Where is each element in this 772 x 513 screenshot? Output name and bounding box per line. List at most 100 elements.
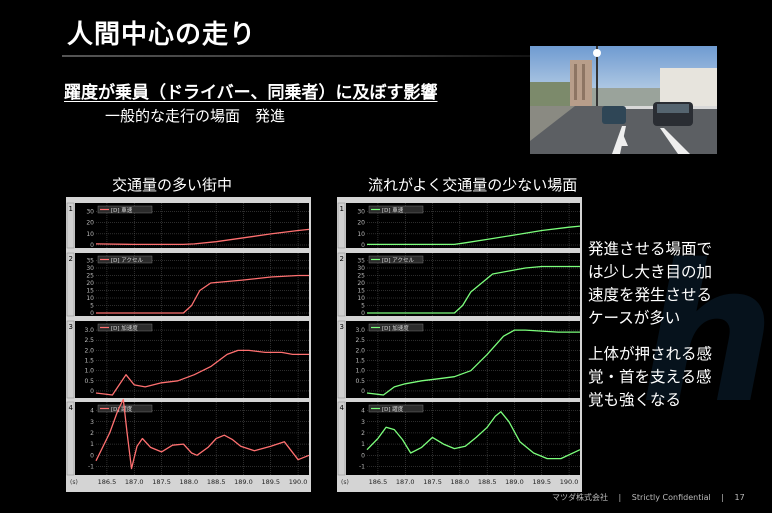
y-tick-label: 35: [86, 258, 94, 265]
x-tick-label: 187.5: [152, 478, 171, 486]
y-tick-label: 0: [361, 452, 365, 459]
legend-box: [368, 323, 424, 332]
y-tick-label: 15: [86, 288, 94, 295]
y-tick-label: 3.0: [84, 327, 94, 334]
footer-company: マツダ株式会社: [552, 493, 608, 502]
y-tick-label: 2: [90, 430, 94, 437]
y-tick-label: 1.5: [84, 358, 94, 365]
note-line: は少し大き目の加: [588, 263, 713, 281]
x-tick-label: 186.5: [369, 478, 388, 486]
note-line: 発進させる場面で: [588, 240, 713, 258]
legend-label: [D] アクセル: [111, 257, 144, 264]
panel-background: [346, 402, 580, 475]
legend-box: [368, 255, 424, 264]
y-tick-label: 25: [86, 273, 94, 280]
y-tick-label: 10: [86, 295, 94, 302]
series-line: [366, 411, 581, 460]
y-tick-label: 20: [86, 220, 94, 227]
y-tick-label: 30: [86, 265, 94, 272]
x-tick-label: 189.5: [261, 478, 280, 486]
panel-index-label: 3: [340, 323, 344, 331]
y-tick-label: 3: [361, 419, 365, 426]
panel-background: [346, 321, 580, 398]
x-tick-label: 187.0: [125, 478, 144, 486]
section-heading: 躍度が乗員（ドライバー、同乗者）に及ぼす影響: [64, 83, 438, 103]
slide-title: 人間中心の走り: [67, 20, 257, 50]
panel-index-label: 1: [69, 205, 73, 213]
x-tick-label: 188.0: [180, 478, 199, 486]
legend-box: [97, 205, 153, 214]
panel-index-label: 2: [69, 255, 73, 263]
title-divider: [62, 55, 537, 57]
legend-label: [D] 加速度: [382, 324, 409, 332]
footer-page-number: 17: [734, 493, 745, 502]
footer-separator: |: [618, 493, 622, 502]
panel-index-label: 4: [340, 404, 345, 412]
y-tick-label: 3: [90, 419, 94, 426]
y-tick-label: 30: [357, 209, 365, 216]
series-line: [367, 225, 581, 246]
note-paragraph-2: 上体が押される感 覚・首を支える感 覚も強くなる: [588, 343, 712, 412]
series-line: [95, 349, 309, 396]
note-line: ケースが多い: [588, 309, 681, 327]
x-tick-label: 187.5: [423, 478, 442, 486]
series-line: [96, 274, 309, 314]
y-tick-label: 5: [90, 303, 94, 310]
series-line: [367, 265, 580, 314]
note-line: 速度を発生させる: [588, 286, 713, 304]
y-tick-label: 0: [361, 242, 365, 249]
y-tick-label: 0.5: [84, 378, 94, 385]
y-tick-label: 1: [90, 441, 94, 448]
road-scene-photo: [530, 46, 717, 154]
series-line: [366, 329, 580, 396]
series-line: [95, 228, 310, 246]
footer-separator: |: [721, 493, 724, 502]
legend-label: [D] 躍度: [382, 405, 404, 413]
x-axis-corner-label: (s): [341, 479, 349, 486]
x-tick-label: 189.0: [505, 478, 524, 486]
right-chart: 1 30 20 10 0 [D] 車速 2 35 30 25 20 15 10 5 0 [D] アクセル 3 3.…: [337, 197, 582, 492]
y-tick-label: 1: [361, 441, 365, 448]
legend-label: [D] 車速: [111, 206, 133, 214]
background-watermark: h: [640, 224, 772, 445]
y-tick-label: 4: [90, 408, 94, 415]
y-tick-label: 0: [90, 242, 94, 249]
y-tick-label: 0: [90, 310, 94, 317]
left-chart-title: 交通量の多い街中: [112, 176, 233, 194]
note-line: 覚・首を支える感: [588, 368, 712, 386]
y-tick-label: 20: [86, 280, 94, 287]
legend-box: [368, 404, 424, 413]
y-tick-label: 20: [357, 280, 365, 287]
panel-index-box: [66, 401, 75, 476]
y-tick-label: 0: [361, 388, 365, 395]
series-line: [95, 398, 310, 470]
x-axis-corner-label: (s): [70, 479, 78, 486]
y-tick-label: 1.5: [355, 358, 365, 365]
note-line: 覚も強くなる: [588, 391, 682, 409]
y-tick-label: -1: [359, 463, 365, 470]
x-tick-label: 190.0: [289, 478, 308, 486]
y-tick-label: 0: [90, 452, 94, 459]
x-tick-label: 189.0: [234, 478, 253, 486]
y-tick-label: 4: [361, 408, 365, 415]
note-line: 上体が押される感: [588, 345, 713, 363]
panel-index-box: [66, 202, 75, 249]
x-tick-label: 188.5: [478, 478, 497, 486]
panel-background: [75, 402, 309, 475]
section-subheading: 一般的な走行の場面 発進: [105, 107, 286, 125]
y-tick-label: 0: [90, 388, 94, 395]
y-tick-label: 1.0: [355, 368, 365, 375]
legend-label: [D] 躍度: [111, 405, 133, 413]
legend-label: [D] 加速度: [111, 324, 138, 332]
right-chart-title: 流れがよく交通量の少ない場面: [368, 176, 578, 194]
panel-index-label: 4: [69, 404, 74, 412]
y-tick-label: 10: [357, 231, 365, 238]
note-paragraph-1: 発進させる場面で は少し大き目の加 速度を発生させる ケースが多い: [588, 238, 712, 330]
panel-index-label: 1: [340, 205, 344, 213]
panel-index-box: [337, 401, 346, 476]
y-tick-label: 10: [357, 295, 365, 302]
footer: マツダ株式会社 | Strictly Confidential | 17: [552, 492, 753, 503]
x-tick-label: 187.0: [396, 478, 415, 486]
y-tick-label: 0.5: [355, 378, 365, 385]
